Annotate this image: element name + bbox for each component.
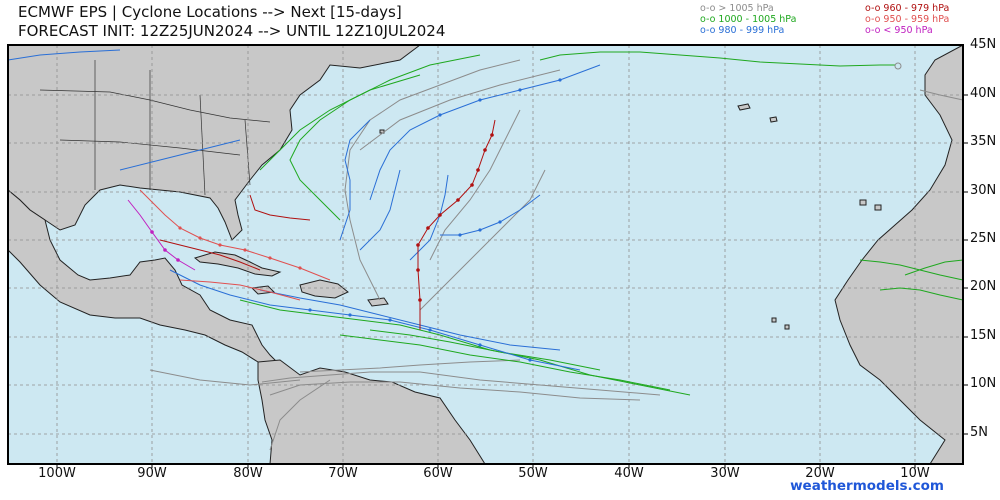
north-america [7,44,422,241]
cape-verde-1 [771,317,777,323]
lat-label-5n: 5N [970,425,988,440]
lon-label-10w: 10W [900,466,930,481]
lat-label-40n: 40N [970,86,997,101]
legend-960-979: o-o 960 - 979 hPa [865,3,950,14]
land [7,44,964,465]
lon-label-40w: 40W [614,466,644,481]
cape-verde-2 [784,324,790,330]
lat-label-15n: 15N [970,328,997,343]
azores-1 [737,103,751,111]
track-markers [150,62,902,362]
credit-link[interactable]: weathermodels.com [790,478,944,494]
lat-label-25n: 25N [970,231,997,246]
canary-island-1 [859,199,867,206]
legend-1000-1005: o-o 1000 - 1005 hPa [700,14,797,25]
lon-label-90w: 90W [137,466,167,481]
hispaniola [299,279,349,299]
tracks-gt1005 [149,59,964,451]
lat-label-10n: 10N [970,376,997,391]
legend-gt1005: o-o > 1005 hPa [700,3,774,14]
mexico-central-america [7,188,281,371]
borders [39,60,271,196]
legend-lt950: o-o < 950 hPa [865,25,933,36]
legend-950-959: o-o 950 - 959 hPa [865,14,950,25]
canary-island-2 [874,204,882,211]
puerto-rico [367,297,389,307]
cyclone-tracks [7,49,964,451]
tracks-lt950 [127,199,196,271]
africa [834,44,964,465]
south-america [257,359,486,465]
map-title: ECMWF EPS | Cyclone Locations --> Next [… [18,3,402,21]
lon-label-70w: 70W [328,466,358,481]
lat-label-20n: 20N [970,279,997,294]
tracks-1000-1005 [239,51,964,396]
lon-label-50w: 50W [518,466,548,481]
tracks-950-959 [139,189,331,301]
lon-label-30w: 30W [710,466,740,481]
map-frame [7,44,964,465]
lat-label-45n: 45N [970,37,997,52]
tracks-960-979 [159,119,496,330]
lon-label-100w: 100W [38,466,76,481]
lon-label-20w: 20W [805,466,835,481]
lon-label-80w: 80W [233,466,263,481]
gridlines [8,45,963,464]
azores-2 [769,116,778,123]
lat-label-30n: 30N [970,183,997,198]
legend-980-999: o-o 980 - 999 hPa [700,25,785,36]
lon-label-60w: 60W [423,466,453,481]
axis-ticks [56,94,968,468]
forecast-init-label: FORECAST INIT: 12Z25JUN2024 --> UNTIL 12… [18,22,446,40]
lat-label-35n: 35N [970,134,997,149]
